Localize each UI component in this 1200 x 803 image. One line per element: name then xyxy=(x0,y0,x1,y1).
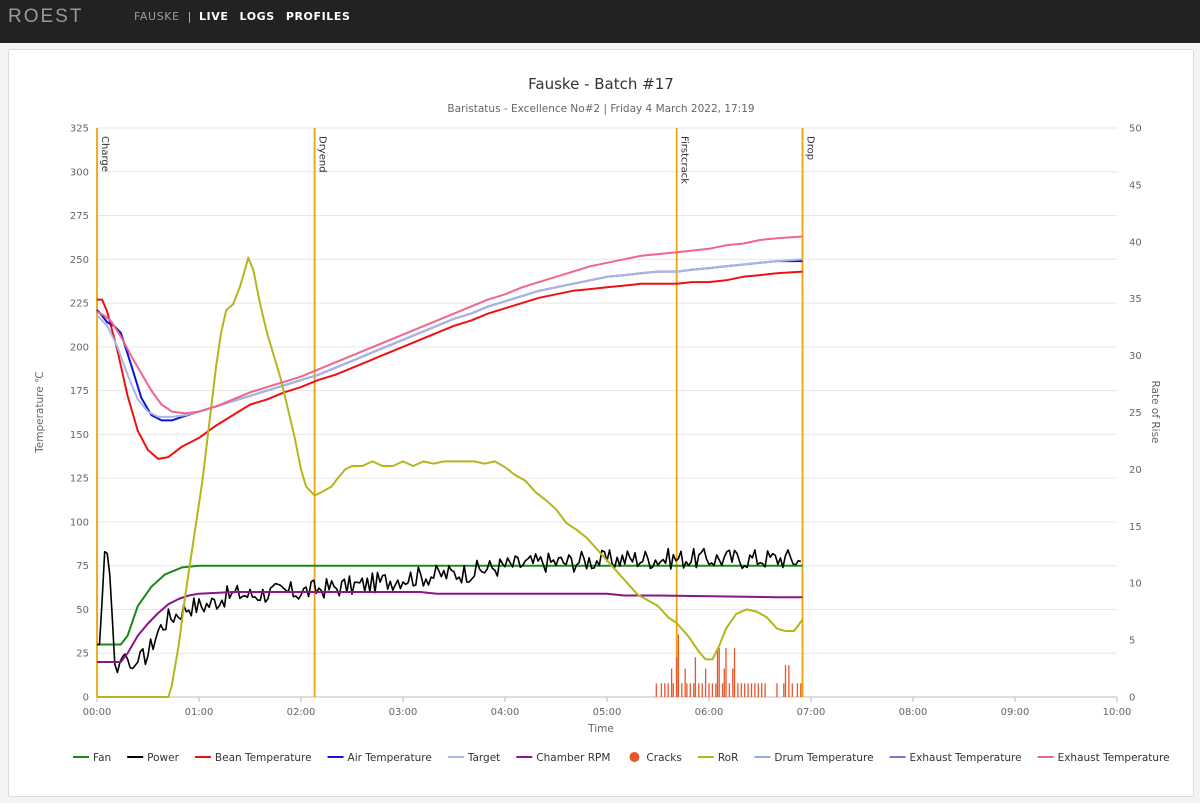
y-tick-label-left: 250 xyxy=(70,255,89,266)
series-line xyxy=(97,564,803,646)
y-tick-label-left: 0 xyxy=(83,693,89,704)
event-label: Drop xyxy=(805,136,816,160)
legend-label: RoR xyxy=(718,752,739,764)
y-axis-title-left: Temperature ℃ xyxy=(34,371,46,454)
y-tick-label-right: 35 xyxy=(1129,294,1142,305)
series-line xyxy=(96,258,803,418)
x-tick-label: 06:00 xyxy=(695,707,724,718)
y-tick-label-right: 20 xyxy=(1129,465,1142,476)
x-tick-label: 10:00 xyxy=(1103,707,1132,718)
y-tick-label-right: 45 xyxy=(1129,180,1142,191)
legend-label: Chamber RPM xyxy=(536,752,610,764)
y-tick-label-left: 225 xyxy=(70,299,89,310)
legend-label: Air Temperature xyxy=(348,752,432,764)
x-tick-label: 07:00 xyxy=(797,707,826,718)
y-tick-label-right: 40 xyxy=(1129,237,1142,248)
legend-label: Drum Temperature xyxy=(774,752,873,764)
legend-label: Target xyxy=(467,752,500,764)
x-tick-label: 09:00 xyxy=(1001,707,1030,718)
y-tick-label-right: 0 xyxy=(1129,693,1135,704)
nav-links: FAUSKE | LIVE LOGS PROFILES xyxy=(134,10,362,23)
y-tick-label-left: 150 xyxy=(70,430,89,441)
y-axis-title-right: Rate of Rise xyxy=(1149,380,1161,443)
legend-label: Bean Temperature xyxy=(215,752,312,764)
legend-label: Power xyxy=(147,752,179,764)
series-line xyxy=(96,260,803,422)
x-tick-label: 08:00 xyxy=(899,707,928,718)
nav-link-profiles[interactable]: PROFILES xyxy=(285,10,351,23)
nav-link-live[interactable]: LIVE xyxy=(198,10,229,23)
x-tick-label: 01:00 xyxy=(185,707,214,718)
y-tick-label-right: 25 xyxy=(1129,408,1142,419)
legend-symbol xyxy=(629,752,640,762)
x-axis-title: Time xyxy=(587,723,614,735)
event-label: Charge xyxy=(99,136,110,172)
nav-link-logs[interactable]: LOGS xyxy=(239,10,275,23)
series-line xyxy=(96,235,803,415)
y-tick-label-left: 300 xyxy=(70,167,89,178)
roast-chart: Fauske - Batch #17 Baristatus - Excellenc… xyxy=(34,75,1170,764)
series-line xyxy=(97,256,804,698)
nav-current-machine[interactable]: FAUSKE xyxy=(134,10,180,23)
x-tick-label: 05:00 xyxy=(593,707,622,718)
chart-subtitle: Baristatus - Excellence No#2 | Friday 4 … xyxy=(447,103,754,115)
chart-title: Fauske - Batch #17 xyxy=(528,75,674,93)
legend-label: Cracks xyxy=(646,752,681,764)
top-navbar: ROEST FAUSKE | LIVE LOGS PROFILES xyxy=(0,0,1200,43)
y-tick-label-left: 25 xyxy=(76,649,89,660)
y-tick-label-right: 30 xyxy=(1129,351,1142,362)
y-tick-label-left: 200 xyxy=(70,342,89,353)
x-tick-label: 02:00 xyxy=(287,707,316,718)
series-line xyxy=(97,270,803,460)
legend-label: Exhaust Temperature xyxy=(910,752,1022,764)
y-tick-label-right: 50 xyxy=(1129,124,1142,135)
event-label: Firstcrack xyxy=(679,136,690,184)
x-tick-label: 04:00 xyxy=(491,707,520,718)
y-tick-label-right: 5 xyxy=(1129,636,1135,647)
y-tick-label-left: 175 xyxy=(70,386,89,397)
x-tick-label: 03:00 xyxy=(389,707,418,718)
y-tick-label-right: 15 xyxy=(1129,522,1142,533)
x-tick-label: 00:00 xyxy=(83,707,112,718)
legend-label: Exhaust Temperature xyxy=(1058,752,1170,764)
nav-separator: | xyxy=(187,10,192,23)
series-line xyxy=(97,547,801,674)
y-tick-label-left: 50 xyxy=(76,605,89,616)
y-tick-label-left: 125 xyxy=(70,474,89,485)
y-tick-label-right: 10 xyxy=(1129,579,1142,590)
legend-label: Fan xyxy=(93,752,111,764)
y-tick-label-left: 325 xyxy=(70,124,89,135)
y-tick-label-left: 275 xyxy=(70,211,89,222)
series-line xyxy=(97,591,803,663)
y-tick-label-left: 100 xyxy=(70,517,89,528)
chart-panel: Fauske - Batch #17 Baristatus - Excellenc… xyxy=(8,49,1194,797)
event-label: Dryend xyxy=(317,136,328,173)
y-tick-label-left: 75 xyxy=(76,561,89,572)
brand-logo[interactable]: ROEST xyxy=(8,6,84,27)
